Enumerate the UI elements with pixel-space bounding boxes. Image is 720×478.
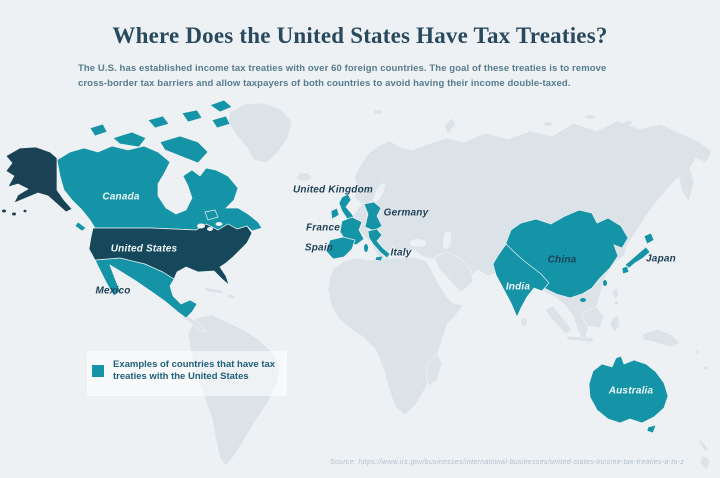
hispaniola-shape (226, 293, 237, 300)
india-shape (492, 243, 550, 318)
label-germany: Germany (383, 207, 429, 219)
legend-line-2: treaties with the United States (113, 371, 249, 382)
arctic-island-shape (147, 115, 170, 129)
label-japan: Japan (646, 253, 676, 265)
japan-kyushu-shape (621, 265, 630, 275)
arctic-islet (544, 122, 552, 126)
philippines-shape (611, 287, 620, 300)
ellesmere-island-shape (209, 99, 233, 113)
taiwan-shape (603, 280, 607, 286)
page-title: Where Does the United States Have Tax Tr… (112, 23, 608, 48)
legend-text: Examples of countries that have tax trea… (113, 359, 275, 383)
arctic-islet (585, 115, 595, 119)
source-note: Source: https://www.irs.gov/businesses/i… (330, 459, 685, 466)
subtitle-line-2: cross-border tax barriers and allow taxp… (78, 78, 571, 89)
victoria-island-shape (112, 131, 147, 148)
baffin-island-shape (159, 135, 209, 164)
philippines-islet (614, 301, 618, 305)
japan-honshu-shape (624, 246, 651, 269)
caspian-sea (442, 231, 452, 249)
black-sea (410, 239, 426, 247)
borneo-shape (581, 306, 605, 329)
sicily-shape (374, 255, 384, 262)
page-subtitle: The U.S. has established income tax trea… (78, 61, 653, 91)
africa-shape (327, 256, 464, 416)
baltic-sea (372, 183, 386, 203)
central-america-shape (181, 313, 208, 333)
arctic-island-shape (89, 123, 108, 137)
arctic-island-shape (211, 115, 231, 129)
great-lake (215, 222, 223, 226)
cuba-shape (201, 286, 227, 295)
italy-shape (367, 228, 391, 259)
arctic-islet (624, 121, 632, 125)
label-china: China (547, 254, 577, 266)
label-canada: Canada (102, 191, 140, 203)
label-italy: Italy (390, 247, 412, 259)
spain-shape (325, 236, 356, 260)
great-lake (197, 223, 205, 229)
canada-shape (56, 145, 263, 232)
new-zealand-shape (699, 454, 711, 471)
novaya-zemlya-shape (443, 117, 457, 135)
alaska-shape (5, 146, 73, 213)
label-spain: Spain (304, 242, 334, 254)
label-mexico: Mexico (95, 285, 131, 297)
subtitle-line-1: The U.S. has established income tax trea… (78, 63, 607, 74)
legend: Examples of countries that have tax trea… (87, 351, 287, 396)
sumatra-shape (544, 305, 573, 335)
label-united-kingdom: United Kingdom (292, 184, 374, 196)
aleutian-islet (12, 212, 16, 216)
hainan-shape (580, 298, 586, 302)
arabia-shape (433, 251, 474, 293)
great-lake (207, 227, 213, 231)
madagascar-shape (425, 353, 443, 387)
new-guinea-shape (641, 328, 681, 348)
ireland-shape (330, 207, 340, 220)
aleutian-islet (2, 209, 6, 213)
aleutian-islet (23, 209, 27, 213)
pacific-islet (704, 366, 708, 370)
germany-shape (363, 201, 383, 232)
greenland-shape (227, 102, 293, 164)
vancouver-island-shape (74, 221, 87, 232)
pacific-islet (695, 350, 699, 354)
label-united-states: United States (110, 243, 178, 255)
australia-shape (588, 355, 669, 424)
sulawesi-shape (609, 314, 621, 333)
corsica-shape (364, 244, 368, 252)
tasmania-shape (646, 424, 657, 434)
arctic-island-shape (181, 109, 203, 123)
label-france: France (306, 222, 340, 234)
new-zealand-shape (696, 437, 711, 453)
java-shape (565, 335, 595, 343)
iceland-shape (297, 173, 311, 181)
united-states-shape (88, 223, 253, 287)
svalbard-shape (374, 110, 382, 114)
label-australia: Australia (608, 385, 654, 397)
label-india: India (505, 281, 531, 293)
legend-swatch (92, 365, 104, 377)
sri-lanka-shape (521, 318, 527, 326)
japan-hokkaido-shape (643, 232, 655, 245)
legend-line-1: Examples of countries that have tax (113, 359, 276, 370)
newfoundland-shape (204, 209, 219, 221)
